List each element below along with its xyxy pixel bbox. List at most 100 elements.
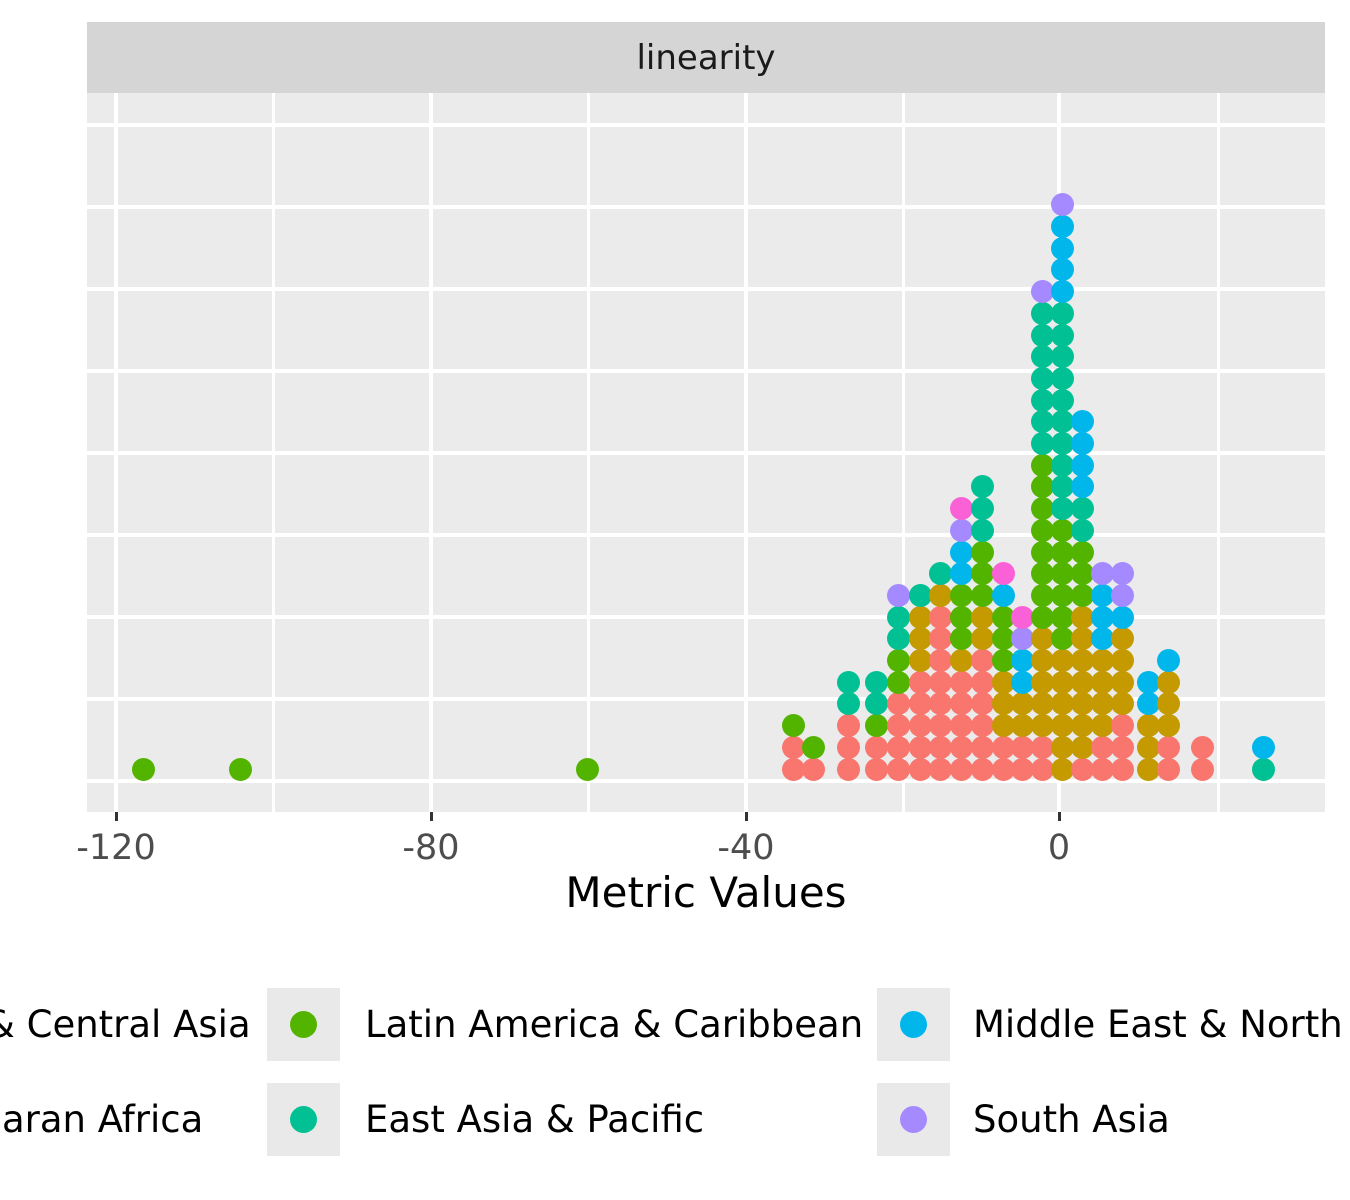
data-point xyxy=(1090,714,1114,738)
data-point xyxy=(1030,475,1054,499)
data-point xyxy=(1070,518,1094,542)
legend-label: Middle East & North xyxy=(973,1003,1343,1046)
gridline-vertical-major xyxy=(744,93,748,812)
data-point xyxy=(1050,692,1074,716)
data-point xyxy=(1030,518,1054,542)
data-point xyxy=(1070,410,1094,434)
data-point xyxy=(928,735,952,759)
data-point xyxy=(1070,670,1094,694)
legend-label: East Asia & Pacific xyxy=(365,1098,705,1141)
data-point xyxy=(1070,475,1094,499)
data-point xyxy=(1050,670,1074,694)
gridline-horizontal xyxy=(87,779,1325,783)
data-point xyxy=(1251,757,1275,781)
data-point xyxy=(836,670,860,694)
data-point xyxy=(928,627,952,651)
data-point xyxy=(1050,215,1074,238)
data-point xyxy=(928,605,952,629)
data-point xyxy=(908,583,932,607)
data-point xyxy=(1050,388,1074,412)
data-point xyxy=(1190,757,1214,781)
data-point xyxy=(1110,714,1134,738)
data-point xyxy=(1050,453,1074,477)
data-point xyxy=(1110,649,1134,672)
data-point xyxy=(949,670,973,694)
data-point xyxy=(1030,583,1054,607)
data-point xyxy=(864,757,888,781)
x-axis-tick-label: -80 xyxy=(402,828,460,868)
data-point xyxy=(1030,366,1054,390)
data-point xyxy=(1030,388,1054,412)
data-point xyxy=(1030,649,1054,672)
data-point xyxy=(991,757,1015,781)
plot-panel xyxy=(87,93,1325,812)
data-point xyxy=(1030,757,1054,781)
gridline-vertical-major xyxy=(429,93,433,812)
data-point xyxy=(1090,649,1114,672)
data-point xyxy=(1070,735,1094,759)
data-point xyxy=(949,692,973,716)
data-point xyxy=(1070,497,1094,521)
data-point xyxy=(1110,692,1134,716)
data-point xyxy=(970,757,994,781)
data-point xyxy=(886,692,910,716)
data-point xyxy=(836,735,860,759)
legend-item: Latin America & Caribbean xyxy=(0,988,1350,1061)
data-point xyxy=(1030,540,1054,564)
data-point xyxy=(1050,605,1074,629)
data-point xyxy=(1050,497,1074,521)
data-point xyxy=(928,757,952,781)
data-point xyxy=(886,627,910,651)
legend-item: & Central Asia xyxy=(0,988,1350,1061)
data-point xyxy=(1156,649,1180,672)
data-point xyxy=(1110,562,1134,586)
data-point xyxy=(781,735,805,759)
data-point xyxy=(864,692,888,716)
data-point xyxy=(1110,670,1134,694)
data-point xyxy=(801,735,825,759)
data-point xyxy=(1030,670,1054,694)
data-point xyxy=(928,649,952,672)
gridline-vertical-minor xyxy=(901,93,905,812)
x-axis-tick-label: -120 xyxy=(76,828,156,868)
data-point xyxy=(1010,757,1034,781)
data-point xyxy=(1050,345,1074,369)
data-point xyxy=(1030,692,1054,716)
data-point xyxy=(1090,583,1114,607)
data-point xyxy=(928,714,952,738)
data-point xyxy=(1110,757,1134,781)
data-point xyxy=(1070,649,1094,672)
data-point xyxy=(1030,345,1054,369)
legend-key-dot-icon xyxy=(290,1106,317,1133)
data-point xyxy=(949,583,973,607)
legend-key-dot-icon xyxy=(290,1011,317,1038)
data-point xyxy=(1050,757,1074,781)
data-point xyxy=(1050,236,1074,260)
legend-key-dot-icon xyxy=(900,1011,927,1038)
data-point xyxy=(1156,735,1180,759)
data-point xyxy=(864,735,888,759)
data-point xyxy=(908,757,932,781)
data-point xyxy=(1010,649,1034,672)
data-point xyxy=(1136,735,1160,759)
data-point xyxy=(1050,193,1074,217)
data-point xyxy=(1050,735,1074,759)
data-point xyxy=(1050,432,1074,455)
data-point xyxy=(836,757,860,781)
data-point xyxy=(886,714,910,738)
data-point xyxy=(970,735,994,759)
data-point xyxy=(970,649,994,672)
gridline-horizontal xyxy=(87,533,1325,537)
data-point xyxy=(1030,562,1054,586)
data-point xyxy=(1030,605,1054,629)
data-point xyxy=(1090,562,1114,586)
gridline-vertical-minor xyxy=(271,93,275,812)
data-point xyxy=(1070,692,1094,716)
data-point xyxy=(1136,670,1160,694)
facet-strip-label: linearity xyxy=(636,37,776,78)
data-point xyxy=(1070,605,1094,629)
data-point xyxy=(1010,735,1034,759)
data-point xyxy=(1050,562,1074,586)
data-point xyxy=(949,497,973,521)
data-point xyxy=(970,540,994,564)
